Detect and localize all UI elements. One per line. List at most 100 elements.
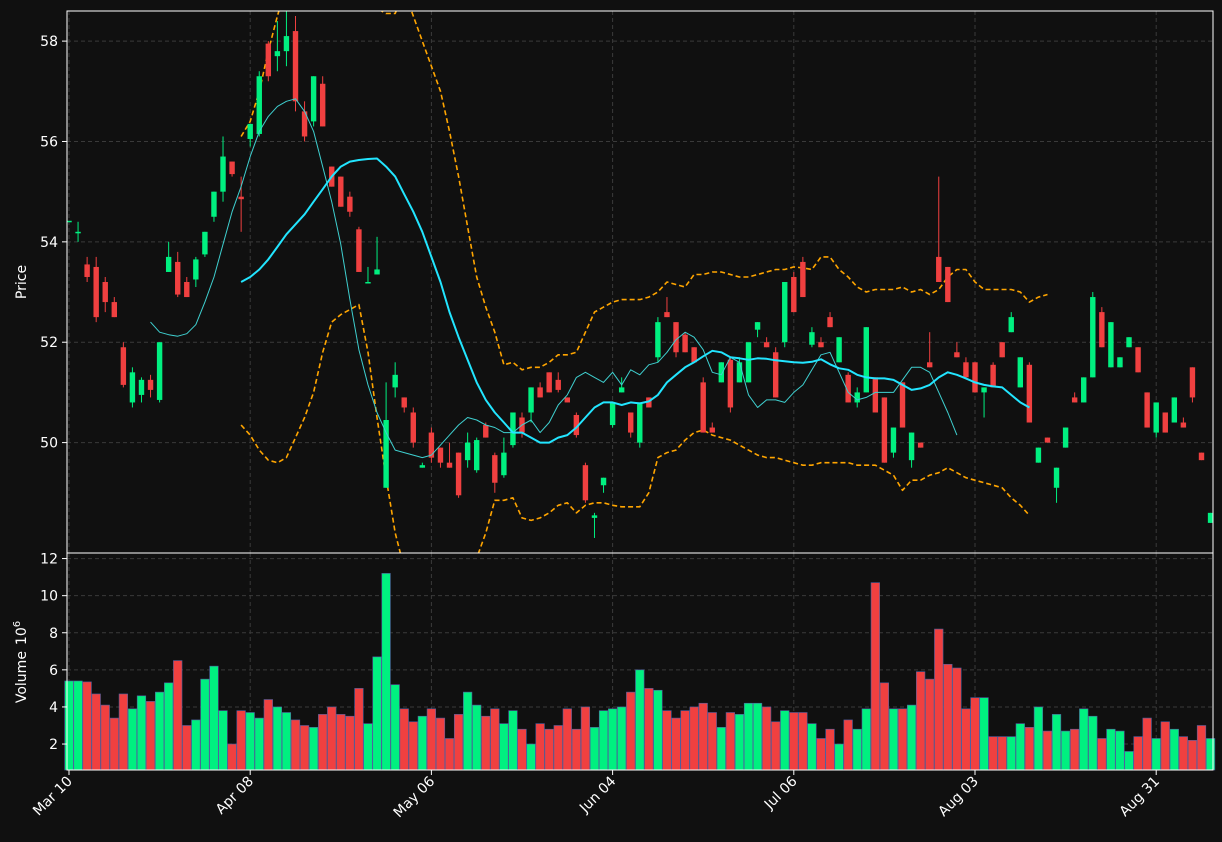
candle-up (211, 191, 217, 217)
volume-bar-up (164, 682, 174, 771)
volume-bar-up (653, 689, 663, 771)
volume-bar-up (1051, 714, 1062, 771)
candle-up (256, 76, 262, 134)
volume-bar-down (571, 728, 581, 771)
candle-down (84, 264, 90, 277)
candle-down (845, 374, 851, 403)
candle-up (1126, 337, 1132, 348)
volume-bar-down (182, 725, 192, 771)
candle-down (102, 282, 108, 303)
candle-down (120, 347, 127, 385)
volume-bar-down (1187, 740, 1198, 771)
candle-down (428, 432, 435, 458)
candle-down (1198, 452, 1205, 461)
volume-bar-down (408, 721, 418, 771)
candle-up (1171, 397, 1178, 423)
candle-up (1153, 402, 1159, 433)
volume-bar-up (191, 719, 201, 771)
candle-up (1117, 357, 1123, 368)
price-tick-label: 56 (40, 134, 58, 150)
candle-up (1053, 467, 1060, 488)
candle-up (365, 282, 371, 284)
candle-up (1062, 427, 1069, 448)
volume-bar-up (780, 710, 790, 771)
candle-down (356, 229, 362, 272)
volume-bar-up (73, 680, 83, 771)
volume-bar-down (934, 628, 944, 771)
price-tick-label: 50 (40, 436, 58, 452)
candle-up (1017, 357, 1023, 388)
volume-bar-down (100, 704, 110, 771)
volume-bar-up (1079, 708, 1089, 771)
volume-bar-up (309, 727, 319, 771)
volume-bar-up (155, 691, 165, 771)
moving-averages (150, 98, 1030, 459)
volume-bar-up (743, 702, 754, 771)
volume-bar-up (218, 710, 228, 771)
candle-down (1162, 412, 1168, 433)
candle-down (945, 266, 951, 303)
candle-up (981, 387, 987, 393)
volume-tick-label: 2 (49, 737, 58, 753)
candle-up (736, 362, 743, 383)
volume-bar-up (734, 714, 745, 771)
candle-down (437, 447, 444, 463)
candle-up (274, 51, 281, 57)
volume-bar-up (906, 704, 917, 771)
candle-down (763, 342, 770, 348)
candle-up (1081, 377, 1087, 403)
candle-up (609, 402, 616, 426)
candle-down (1026, 364, 1033, 423)
candle-up (165, 256, 172, 272)
volume-bar-up (245, 712, 255, 771)
volume-bar-down (426, 708, 437, 771)
candle-down (1144, 392, 1150, 428)
candle-down (1044, 437, 1051, 443)
candle-down (265, 43, 272, 77)
volume-bar-down (299, 725, 310, 771)
candle-down (999, 342, 1005, 358)
volume-bar-up (508, 710, 518, 771)
candle-down (492, 455, 498, 483)
candle-down (927, 362, 933, 368)
upper-band-line (240, 11, 1048, 371)
volume-bar-up (979, 697, 989, 771)
candle-down (1135, 347, 1141, 373)
volume-bar-down (961, 708, 971, 771)
candle-up (782, 282, 788, 343)
candle-up (510, 412, 516, 446)
volume-tick-label: 12 (40, 552, 58, 568)
price-tick-label: 58 (40, 34, 58, 50)
volume-bar-down (943, 663, 953, 771)
volume-bar-down (535, 723, 545, 771)
volume-bar-down (689, 706, 699, 771)
volume-bar-down (1133, 736, 1143, 771)
volume-bar-down (1178, 736, 1188, 771)
candle-up (655, 322, 661, 358)
candle-down (1180, 422, 1187, 428)
candle-up (809, 332, 815, 345)
volume-y-axis: 2 4 6 8 10 12 (40, 552, 67, 753)
ma-thick-line (240, 157, 1030, 444)
candle-up (310, 76, 317, 122)
candle-up (501, 452, 507, 476)
candle-up (138, 379, 145, 395)
volume-bar-down (1160, 721, 1170, 771)
candle-up (383, 420, 389, 488)
candle-down (727, 359, 734, 408)
candle-up (618, 387, 625, 393)
volume-bar-down (82, 681, 92, 771)
volume-tick-label: 8 (49, 626, 58, 642)
volume-bar-up (852, 728, 862, 771)
volume-bars (64, 573, 1216, 771)
candle-down (483, 425, 489, 438)
volume-bar-down (816, 738, 826, 771)
candle-down (954, 352, 960, 358)
volume-bar-up (598, 710, 609, 771)
candle-up (1207, 512, 1213, 523)
volume-bar-down (399, 708, 409, 771)
volume-bar-down (1142, 717, 1152, 771)
candle-up (1035, 447, 1042, 463)
volume-bar-down (698, 702, 708, 771)
volume-bar-up (390, 684, 400, 771)
